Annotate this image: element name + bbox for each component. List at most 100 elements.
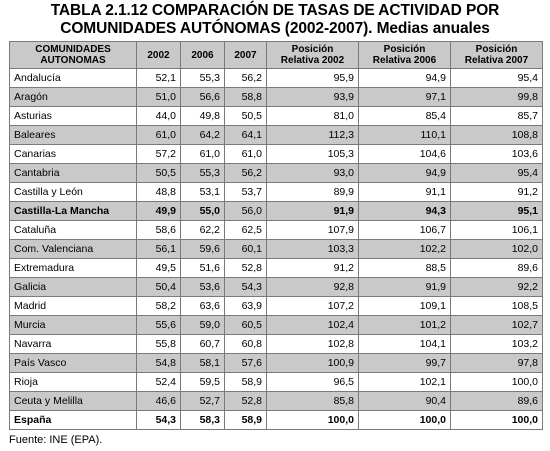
value-2006-cell: 53,1 <box>180 182 225 202</box>
position-2007-cell: 95,4 <box>450 163 543 183</box>
position-2006-cell: 100,0 <box>358 410 451 430</box>
region-cell: Aragón <box>9 87 137 107</box>
position-2006-cell: 94,9 <box>358 68 451 88</box>
table-row: Cantabria 50,5 55,3 56,2 93,0 94,9 95,4 <box>9 163 543 183</box>
position-2007-cell: 99,8 <box>450 87 543 107</box>
value-2007-cell: 54,3 <box>224 277 267 297</box>
value-2006-cell: 55,3 <box>180 163 225 183</box>
region-cell: Canarias <box>9 144 137 164</box>
region-cell: Andalucía <box>9 68 137 88</box>
position-2006-cell: 104,1 <box>358 334 451 354</box>
position-2002-cell: 102,4 <box>266 315 359 335</box>
position-2007-cell: 102,0 <box>450 239 543 259</box>
table-row-highlighted: Castilla-La Mancha 49,9 55,0 56,0 91,9 9… <box>9 201 543 221</box>
value-2002-cell: 54,8 <box>136 353 181 373</box>
position-2002-cell: 95,9 <box>266 68 359 88</box>
value-2006-cell: 59,0 <box>180 315 225 335</box>
value-2002-cell: 50,5 <box>136 163 181 183</box>
region-cell: País Vasco <box>9 353 137 373</box>
value-2002-cell: 57,2 <box>136 144 181 164</box>
value-2002-cell: 52,1 <box>136 68 181 88</box>
position-2002-cell: 103,3 <box>266 239 359 259</box>
position-2006-cell: 85,4 <box>358 106 451 126</box>
position-2007-cell: 89,6 <box>450 258 543 278</box>
table-row: Navarra 55,8 60,7 60,8 102,8 104,1 103,2 <box>9 334 543 354</box>
position-2007-cell: 108,5 <box>450 296 543 316</box>
position-2002-cell: 100,9 <box>266 353 359 373</box>
value-2006-cell: 61,0 <box>180 144 225 164</box>
position-2007-cell: 92,2 <box>450 277 543 297</box>
position-2006-cell: 94,9 <box>358 163 451 183</box>
position-2007-cell: 95,1 <box>450 201 543 221</box>
position-2007-cell: 97,8 <box>450 353 543 373</box>
position-2006-cell: 97,1 <box>358 87 451 107</box>
header-region: COMUNIDADES AUTONOMAS <box>9 41 137 69</box>
value-2002-cell: 54,3 <box>136 410 181 430</box>
position-2006-cell: 90,4 <box>358 391 451 411</box>
position-2002-cell: 102,8 <box>266 334 359 354</box>
region-cell: Murcia <box>9 315 137 335</box>
position-2007-cell: 100,0 <box>450 372 543 392</box>
region-cell: Castilla-La Mancha <box>9 201 137 221</box>
title-line-1: TABLA 2.1.12 COMPARACIÓN DE TASAS DE ACT… <box>50 2 500 19</box>
position-2006-cell: 101,2 <box>358 315 451 335</box>
position-2007-cell: 89,6 <box>450 391 543 411</box>
region-cell: Asturias <box>9 106 137 126</box>
value-2007-cell: 58,8 <box>224 87 267 107</box>
value-2002-cell: 55,8 <box>136 334 181 354</box>
position-2006-cell: 91,1 <box>358 182 451 202</box>
region-cell: Cataluña <box>9 220 137 240</box>
position-2007-cell: 103,6 <box>450 144 543 164</box>
position-2002-cell: 112,3 <box>266 125 359 145</box>
value-2007-cell: 58,9 <box>224 372 267 392</box>
value-2007-cell: 62,5 <box>224 220 267 240</box>
table-row: Castilla y León 48,8 53,1 53,7 89,9 91,1… <box>9 182 543 202</box>
value-2006-cell: 49,8 <box>180 106 225 126</box>
position-2006-cell: 109,1 <box>358 296 451 316</box>
header-pos-2006: Posición Relativa 2006 <box>358 41 451 69</box>
table-title: TABLA 2.1.12 COMPARACIÓN DE TASAS DE ACT… <box>0 2 550 38</box>
position-2002-cell: 107,2 <box>266 296 359 316</box>
value-2002-cell: 46,6 <box>136 391 181 411</box>
position-2007-cell: 85,7 <box>450 106 543 126</box>
region-cell: Cantabria <box>9 163 137 183</box>
table-row: Cataluña 58,6 62,2 62,5 107,9 106,7 106,… <box>9 220 543 240</box>
value-2002-cell: 49,5 <box>136 258 181 278</box>
region-cell: Com. Valenciana <box>9 239 137 259</box>
position-2006-cell: 106,7 <box>358 220 451 240</box>
table-row: País Vasco 54,8 58,1 57,6 100,9 99,7 97,… <box>9 353 543 373</box>
table-row: Ceuta y Melilla 46,6 52,7 52,8 85,8 90,4… <box>9 391 543 411</box>
value-2007-cell: 50,5 <box>224 106 267 126</box>
position-2006-cell: 104,6 <box>358 144 451 164</box>
header-2007: 2007 <box>224 41 267 69</box>
table-row: Baleares 61,0 64,2 64,1 112,3 110,1 108,… <box>9 125 543 145</box>
value-2002-cell: 61,0 <box>136 125 181 145</box>
position-2007-cell: 102,7 <box>450 315 543 335</box>
value-2002-cell: 44,0 <box>136 106 181 126</box>
position-2006-cell: 102,1 <box>358 372 451 392</box>
value-2002-cell: 51,0 <box>136 87 181 107</box>
position-2006-cell: 99,7 <box>358 353 451 373</box>
header-row: COMUNIDADES AUTONOMAS 2002 2006 2007 Pos… <box>9 41 543 69</box>
table-row: Canarias 57,2 61,0 61,0 105,3 104,6 103,… <box>9 144 543 164</box>
value-2007-cell: 56,0 <box>224 201 267 221</box>
header-pos-2007: Posición Relativa 2007 <box>450 41 543 69</box>
table-row: Asturias 44,0 49,8 50,5 81,0 85,4 85,7 <box>9 106 543 126</box>
value-2007-cell: 60,5 <box>224 315 267 335</box>
position-2007-cell: 103,2 <box>450 334 543 354</box>
value-2006-cell: 52,7 <box>180 391 225 411</box>
table-row: Andalucía 52,1 55,3 56,2 95,9 94,9 95,4 <box>9 68 543 88</box>
value-2002-cell: 56,1 <box>136 239 181 259</box>
region-cell: Ceuta y Melilla <box>9 391 137 411</box>
value-2007-cell: 56,2 <box>224 163 267 183</box>
value-2007-cell: 63,9 <box>224 296 267 316</box>
position-2002-cell: 107,9 <box>266 220 359 240</box>
value-2006-cell: 64,2 <box>180 125 225 145</box>
table-row: Com. Valenciana 56,1 59,6 60,1 103,3 102… <box>9 239 543 259</box>
header-2002: 2002 <box>136 41 181 69</box>
table-row: Extremadura 49,5 51,6 52,8 91,2 88,5 89,… <box>9 258 543 278</box>
value-2006-cell: 53,6 <box>180 277 225 297</box>
position-2002-cell: 91,2 <box>266 258 359 278</box>
position-2002-cell: 100,0 <box>266 410 359 430</box>
value-2007-cell: 57,6 <box>224 353 267 373</box>
